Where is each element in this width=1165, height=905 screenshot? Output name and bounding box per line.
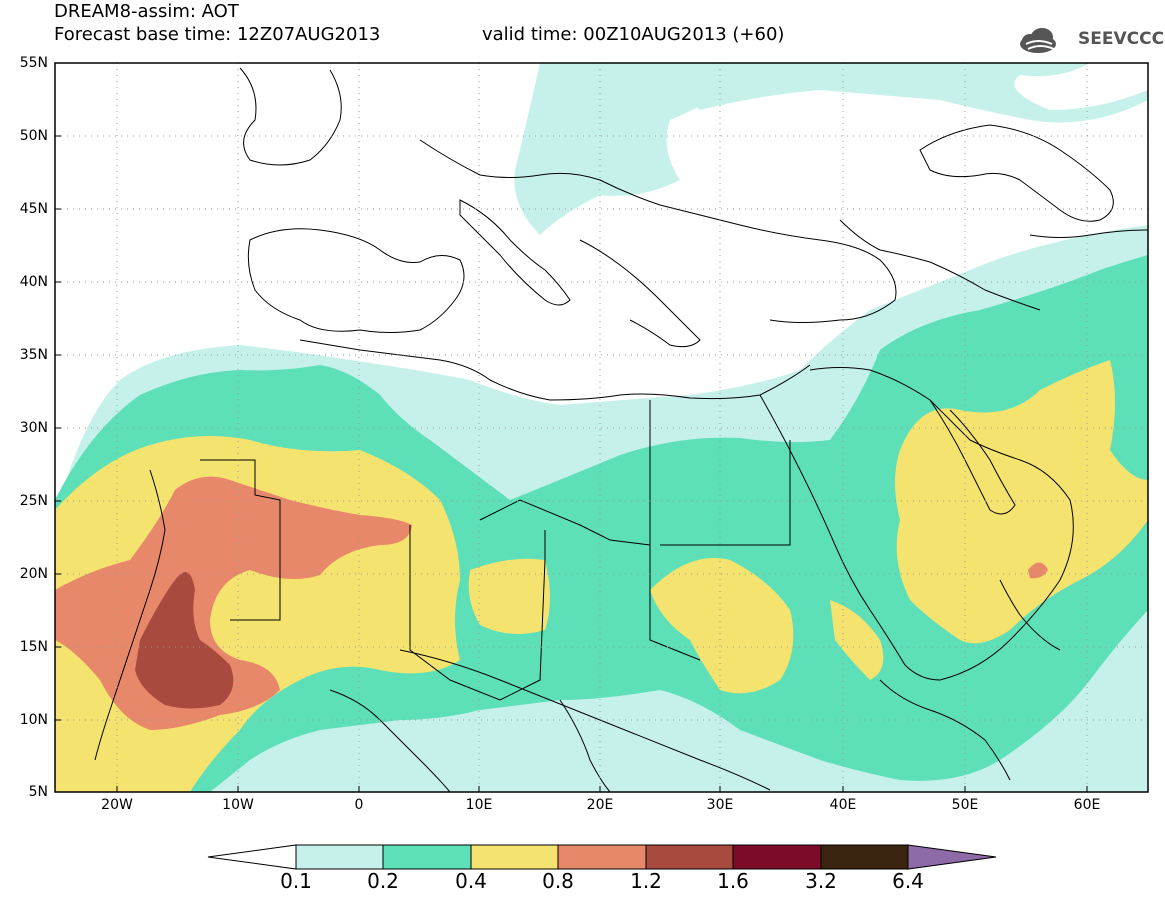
colorbar-label: 0.4 — [455, 869, 487, 893]
aot-band-east — [640, 63, 1148, 123]
lon-tick-label: 20W — [101, 797, 133, 813]
logo-text: SEEVCCC — [1078, 29, 1165, 49]
aot-band-0-4-sudan — [650, 558, 794, 694]
lon-tick-label: 20E — [586, 797, 614, 813]
colorbar-bin-5 — [645, 844, 734, 870]
lat-tick-label: 10N — [19, 712, 48, 728]
colorbar-bin-3 — [470, 844, 559, 870]
lat-tick-label: 35N — [19, 347, 48, 363]
lat-tick-label: 20N — [19, 566, 48, 582]
graticule — [55, 63, 1148, 792]
lon-tick-label: 40E — [829, 797, 857, 813]
colorbar — [207, 844, 997, 870]
lat-tick-label: 50N — [19, 128, 48, 144]
lon-tick-label: 30E — [706, 797, 734, 813]
colorbar-label: 0.8 — [542, 869, 574, 893]
tick-marks — [55, 135, 1088, 792]
cloud-icon — [1020, 28, 1056, 53]
lat-tick-label: 40N — [19, 274, 48, 290]
lat-tick-label: 30N — [19, 420, 48, 436]
lon-tick-label: 10W — [222, 797, 254, 813]
colorbar-bin-1 — [295, 844, 384, 870]
lon-tick-label: 50E — [951, 797, 979, 813]
aot-fields — [55, 63, 1148, 792]
lat-tick-label: 55N — [19, 55, 48, 71]
colorbar-label: 6.4 — [892, 869, 924, 893]
lon-tick-label: 0 — [354, 797, 364, 813]
aot-band-1-2 — [135, 572, 234, 709]
lat-tick-label: 5N — [28, 784, 48, 800]
colorbar-label: 1.2 — [630, 869, 662, 893]
colorbar-bin-6 — [732, 844, 822, 870]
lon-tick-label: 10E — [465, 797, 493, 813]
lat-tick-label: 15N — [19, 639, 48, 655]
aot-band-0-4-africa — [468, 558, 550, 634]
lat-tick-label: 45N — [19, 201, 48, 217]
aot-band-0-4-redsea — [830, 600, 884, 680]
coastlines — [94, 67, 1148, 792]
colorbar-label: 0.1 — [280, 869, 312, 893]
colorbar-bin-2 — [382, 844, 472, 870]
colorbar-label: 0.2 — [367, 869, 399, 893]
colorbar-high-arrow — [907, 844, 997, 870]
colorbar-label: 1.6 — [717, 869, 749, 893]
seevccc-logo — [1020, 28, 1056, 53]
colorbar-low-arrow — [207, 844, 297, 870]
map-title: DREAM8-assim: AOT — [54, 1, 239, 22]
lon-tick-label: 60E — [1073, 797, 1101, 813]
colorbar-bin-4 — [557, 844, 647, 870]
valid-time: valid time: 00Z10AUG2013 (+60) — [482, 24, 785, 45]
lat-tick-label: 25N — [19, 493, 48, 509]
colorbar-bin-7 — [820, 844, 909, 870]
colorbar-label: 3.2 — [805, 869, 837, 893]
aot-band-0-4-arabia — [895, 360, 1148, 644]
forecast-base-time: Forecast base time: 12Z07AUG2013 — [54, 24, 381, 45]
